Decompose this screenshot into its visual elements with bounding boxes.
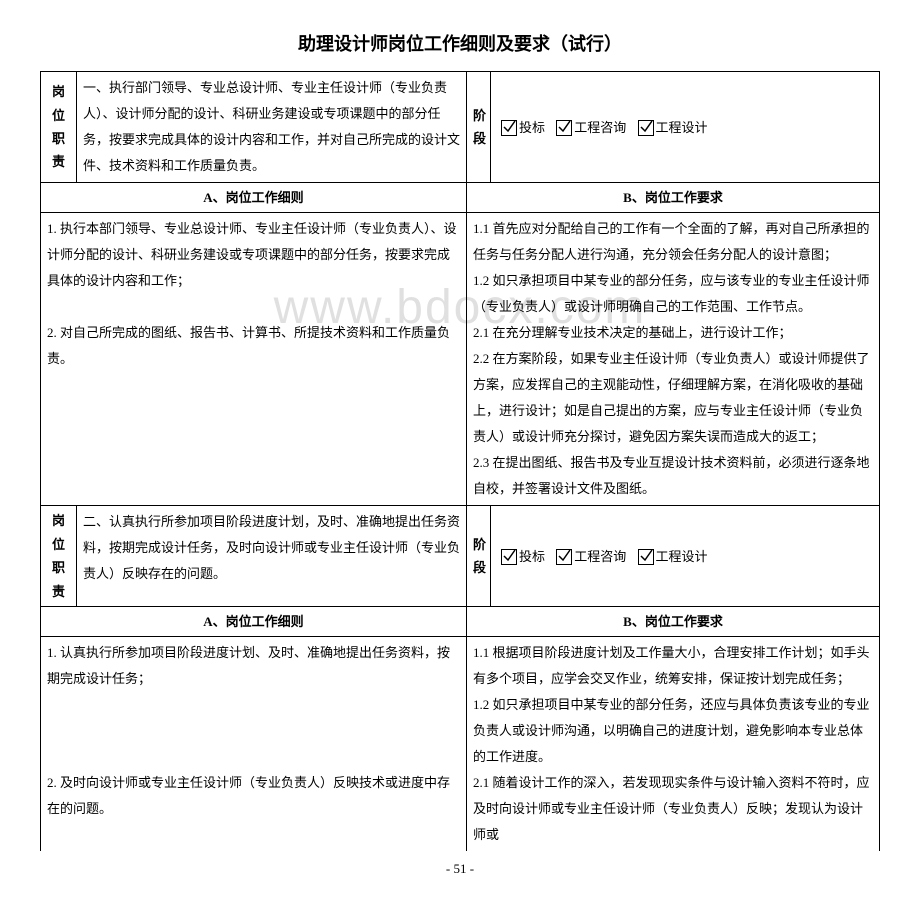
detail-a-1: 1. 执行本部门领导、专业总设计师、专业主任设计师（专业负责人）、设计师分配的设… [41,213,467,506]
stage-checks-2: 投标 工程咨询 工程设计 [491,506,880,607]
duty-1: 一、执行部门领导、专业总设计师、专业主任设计师（专业负责人）、设计师分配的设计、… [77,72,467,183]
section-a-header-2: A、岗位工作细则 [41,606,467,636]
detail-b-2: 1.1 根据项目阶段进度计划及工作量大小，合理安排工作计划；如手头有多个项目，应… [467,637,880,852]
main-table: 岗位职责 一、执行部门领导、专业总设计师、专业主任设计师（专业负责人）、设计师分… [40,71,880,851]
position-label-2: 岗位职责 [41,506,77,607]
check-label: 工程设计 [656,549,708,564]
section-b-header: B、岗位工作要求 [467,183,880,213]
check-label: 投标 [519,120,545,135]
page-title: 助理设计师岗位工作细则及要求（试行） [40,30,880,56]
check-label: 工程设计 [656,120,708,135]
check-icon [556,120,572,136]
check-label: 工程咨询 [574,120,626,135]
duty-2: 二、认真执行所参加项目阶段进度计划，及时、准确地提出任务资料，按期完成设计任务，… [77,506,467,607]
section-a-header: A、岗位工作细则 [41,183,467,213]
check-icon [638,549,654,565]
position-label: 岗位职责 [41,72,77,183]
stage-label-1: 阶段 [467,72,491,183]
check-label: 投标 [519,549,545,564]
page-number: - 51 - [40,861,880,877]
check-icon [501,120,517,136]
check-icon [638,120,654,136]
check-icon [556,549,572,565]
stage-checks-1: 投标 工程咨询 工程设计 [491,72,880,183]
detail-b-1: 1.1 首先应对分配给自己的工作有一个全面的了解，再对自己所承担的任务与任务分配… [467,213,880,506]
detail-a-2: 1. 认真执行所参加项目阶段进度计划、及时、准确地提出任务资料，按期完成设计任务… [41,637,467,852]
check-label: 工程咨询 [574,549,626,564]
section-b-header-2: B、岗位工作要求 [467,606,880,636]
check-icon [501,549,517,565]
stage-label-2: 阶段 [467,506,491,607]
